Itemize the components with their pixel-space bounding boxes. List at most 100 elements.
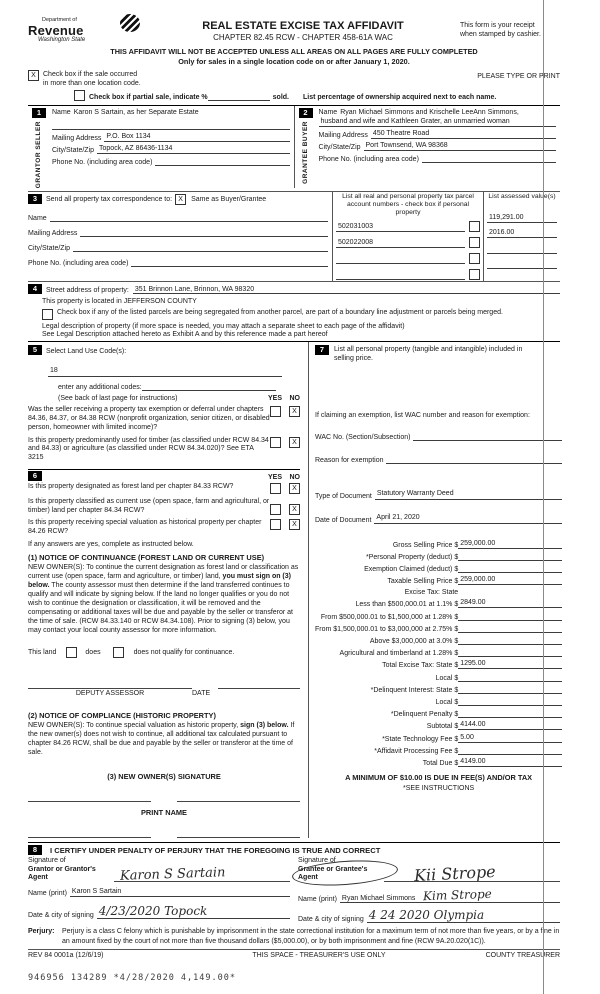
- parcel-number: [336, 271, 465, 281]
- acceptance-warning: THIS AFFIDAVIT WILL NOT BE ACCEPTED UNLE…: [110, 46, 478, 56]
- logo-state-text: Washington State: [38, 36, 86, 43]
- notice-continuance-body: NEW OWNER(S): To continue the current de…: [28, 563, 299, 634]
- assessed-value: 2016.00: [487, 229, 557, 239]
- section-2-number: 2: [298, 107, 313, 118]
- seller-phone-value: [155, 157, 290, 166]
- correspondence-name-field: [49, 213, 328, 222]
- segregated-checkbox: [42, 309, 53, 321]
- see-instructions-note: *SEE INSTRUCTIONS: [403, 784, 475, 792]
- deputy-assessor-label: DEPUTY ASSESSOR: [75, 690, 145, 698]
- q-yes-checkbox: [270, 406, 281, 418]
- grantee-signature-line: Kii Strope: [291, 857, 560, 890]
- logo-revenue-text: Revenue: [28, 22, 84, 38]
- q-yes-checkbox: [270, 519, 281, 531]
- multi-location-checkbox: X: [28, 69, 39, 81]
- parcel-number: [336, 255, 465, 265]
- tax-line-exemption: Exemption Claimed (deduct) $: [315, 564, 563, 573]
- grantor-printed-name: Karon S Sartain: [69, 888, 290, 898]
- correspondence-phone-field: [131, 258, 328, 267]
- partial-sale-label: Check box if partial sale, indicate %: [89, 93, 208, 101]
- does-not-qualify-checkbox: [112, 647, 124, 659]
- land-use-column: 5 Select Land Use Code(s): 18 enter any …: [28, 342, 308, 839]
- q-no-checkbox: X: [289, 519, 300, 531]
- county-note: This property is located in JEFFERSON CO…: [42, 298, 197, 306]
- ownership-note: List percentage of ownership acquired ne…: [303, 93, 497, 101]
- print-name-line: [28, 829, 151, 839]
- historic-property-question: Is this property receiving special valua…: [28, 519, 300, 537]
- seller-name-value: Karon S Sartain, as her Separate Estate: [73, 108, 199, 116]
- parcel-numbers-column: List all real and personal property tax …: [332, 191, 484, 282]
- assessed-value: 119,291.00: [487, 214, 557, 223]
- tax-line-processing-fee: *Affidavit Processing Fee $: [315, 746, 563, 755]
- tax-line-delinquent-penalty: *Delinquent Penalty $: [315, 709, 563, 719]
- does-qualify-checkbox: [66, 647, 78, 659]
- tax-line-tier1: Less than $500,000.01 at 1.1% $2849.00: [315, 599, 563, 609]
- buyer-name-value: Ryan Michael Simmons and Krischelle LeeA…: [340, 108, 519, 116]
- section-1-number: 1: [32, 107, 46, 118]
- segregated-label: Check box if any of the listed parcels a…: [57, 309, 503, 317]
- buyer-side-label: GRANTEE BUYER: [301, 120, 309, 184]
- grantee-signature-block: Signature of Grantee or Grantee's Agent …: [291, 857, 560, 924]
- county-treasurer-label: COUNTY TREASURER: [485, 951, 560, 959]
- additional-codes-field: [141, 381, 276, 392]
- section-4-number: 4: [28, 284, 42, 295]
- dor-logo: Department of Revenue Washington State: [28, 14, 146, 43]
- seller-name-line2: [52, 121, 290, 130]
- owner-signature-line: [28, 793, 151, 803]
- form-number: REV 84 0001a (12/6/19): [28, 951, 104, 959]
- parties-section: 1 GRANTOR SELLER Name Karon S Sartain, a…: [28, 104, 560, 188]
- seller-mailing-value: P.O. Box 1134: [104, 133, 290, 142]
- legal-description-value: See Legal Description attached hereto as…: [42, 331, 328, 339]
- personal-property-checkbox: [469, 253, 480, 265]
- timber-question: Is this property predominantly used for …: [28, 436, 300, 463]
- tax-line-delinquent-interest-local: Local $: [315, 697, 563, 706]
- parcel-row: 502031003: [336, 221, 480, 233]
- parcel-row: 502022008: [336, 237, 480, 249]
- grantor-signature-handwriting: Karon S Sartain: [119, 865, 226, 885]
- revenue-swirl-icon: [120, 14, 140, 32]
- header: Department of Revenue Washington State R…: [28, 14, 560, 43]
- q-yes-checkbox: [270, 436, 281, 448]
- tax-line-local: Local $: [315, 673, 563, 682]
- buyer-mailing-value: 450 Theatre Road: [370, 130, 556, 139]
- form-chapter: CHAPTER 82.45 RCW - CHAPTER 458-61A WAC: [213, 33, 393, 42]
- seller-grantor-block: 1 GRANTOR SELLER Name Karon S Sartain, a…: [28, 106, 294, 188]
- personal-property-title: List all personal property (tangible and…: [334, 346, 523, 363]
- parcel-row: [336, 269, 480, 281]
- section-3-number: 3: [28, 194, 42, 205]
- tax-line-personal: *Personal Property (deduct) $: [315, 552, 563, 561]
- exemption-note: If claiming an exemption, list WAC numbe…: [315, 411, 530, 419]
- buyer-phone-value: [421, 154, 556, 163]
- notice-continuance-title: (1) NOTICE OF CONTINUANCE (FOREST LAND O…: [28, 552, 265, 562]
- print-name-line: [177, 829, 300, 839]
- document-type-value: Statutory Warranty Deed: [374, 490, 563, 500]
- tax-line-agricultural: Agricultural and timberland at 1.28% $: [315, 648, 563, 658]
- correspondence-label: Send all property tax correspondence to:: [46, 195, 173, 203]
- land-use-code-field: 18: [48, 367, 282, 378]
- q-no-checkbox: X: [289, 482, 300, 494]
- partial-sale-percent-field: [207, 91, 270, 101]
- grantee-date-city-handwriting: 4 24 2020 Olympia: [366, 908, 560, 924]
- if-yes-note: If any answers are yes, complete as inst…: [28, 540, 194, 548]
- continuance-qualify-row: This land does does not qualify for cont…: [28, 647, 235, 659]
- receipt-note: This form is your receipt when stamped b…: [460, 22, 541, 39]
- tax-line-total-state: Total Excise Tax: State $1295.00: [315, 660, 563, 670]
- grantor-date-city-handwriting: 4/23/2020 Topock: [96, 904, 290, 920]
- assessor-date-line: [218, 680, 300, 690]
- scan-artifact-line: [543, 0, 544, 994]
- perjury-note: Perjury: Perjury is a class C felony whi…: [28, 928, 560, 945]
- grantee-printed-name: Ryan Michael Simmons Kim Strope: [339, 887, 560, 904]
- parcel-row: [336, 253, 480, 265]
- q-no-checkbox: X: [289, 436, 300, 448]
- correspondence-parcels-section: 3 Send all property tax correspondence t…: [28, 190, 560, 282]
- form-title: REAL ESTATE EXCISE TAX AFFIDAVIT: [202, 20, 404, 32]
- tax-line-tier4: Above $3,000,000 at 3.0% $: [315, 636, 563, 646]
- grantor-signature-line: Karon S Sartain: [114, 863, 290, 885]
- section-7-number: 7: [315, 345, 329, 356]
- correspondence-city-field: [73, 243, 328, 252]
- tax-line-technology-fee: *State Technology Fee $5.00: [315, 734, 563, 743]
- tax-line-taxable: Taxable Selling Price $259,000.00: [315, 576, 563, 586]
- q-yes-checkbox: [270, 482, 281, 494]
- assessed-value: [487, 260, 557, 270]
